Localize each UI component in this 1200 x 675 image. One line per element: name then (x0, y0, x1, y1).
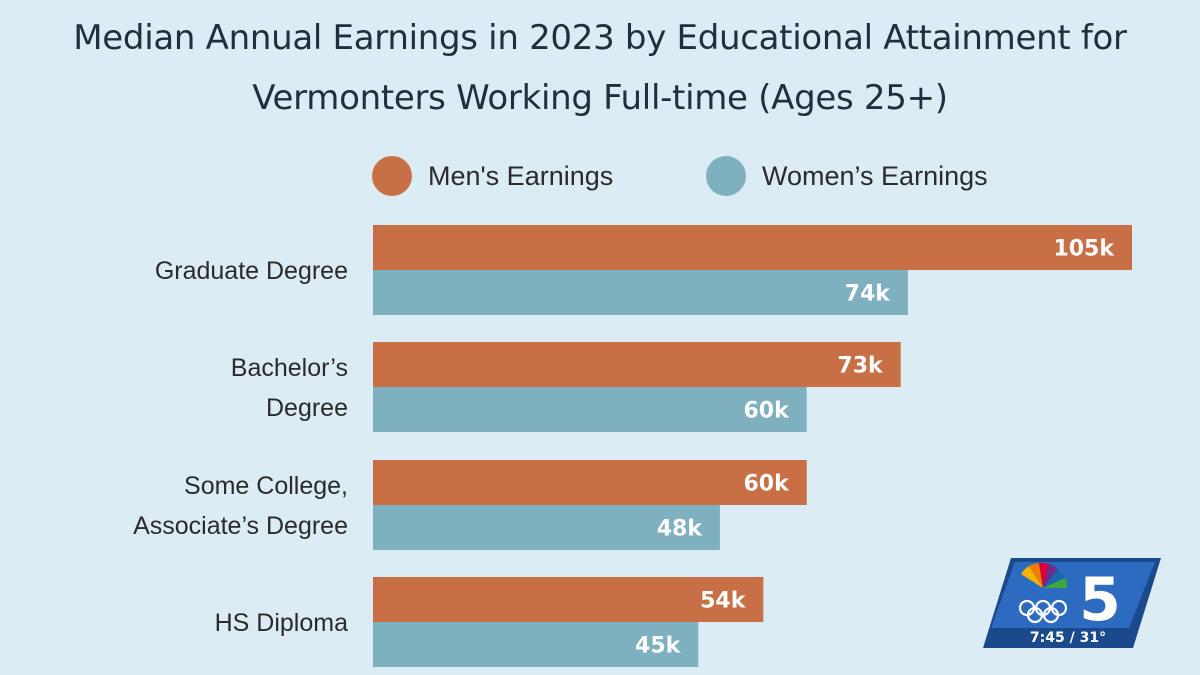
category-label: Some College, (184, 472, 348, 500)
legend-item-men: Men's Earnings (372, 155, 613, 197)
chart-title-line-2: Vermonters Working Full-time (Ages 25+) (252, 78, 948, 118)
olympic-rings-icon (1018, 599, 1068, 624)
legend-item-women: Women’s Earnings (706, 155, 988, 197)
category-label: Associate’s Degree (133, 512, 348, 540)
bar-value-label: 74k (845, 282, 892, 307)
category-label: Graduate Degree (155, 257, 348, 285)
peacock-icon (1021, 562, 1068, 588)
bar (373, 225, 1132, 270)
bar-value-label: 54k (700, 589, 747, 614)
bar (373, 387, 807, 432)
legend-swatch-women (706, 156, 746, 196)
channel-number: 5 (1079, 565, 1121, 635)
bar-value-label: 60k (743, 472, 790, 497)
chart-title: Median Annual Earnings in 2023 by Educat… (0, 8, 1200, 128)
legend-swatch-men (372, 156, 412, 196)
bar (373, 622, 699, 667)
legend-label-women: Women’s Earnings (762, 160, 988, 191)
category-label: HS Diploma (215, 609, 348, 637)
bar (373, 460, 807, 505)
bar-value-label: 105k (1053, 237, 1115, 262)
bar-value-label: 48k (657, 517, 704, 542)
bar (373, 342, 901, 387)
chart-title-line-1: Median Annual Earnings in 2023 by Educat… (73, 18, 1127, 58)
time-temperature: 7:45 / 31° (1029, 630, 1107, 646)
category-label: Bachelor’s (231, 354, 348, 382)
bar (373, 505, 720, 550)
bar-value-label: 45k (635, 634, 682, 659)
category-label: Degree (266, 394, 348, 422)
bar (373, 577, 764, 622)
bar-value-label: 60k (743, 399, 790, 424)
bar (373, 270, 908, 315)
legend-label-men: Men's Earnings (428, 160, 614, 191)
nbc-channel-5-logo: 5 (983, 558, 1161, 648)
bar-value-label: 73k (837, 354, 884, 379)
